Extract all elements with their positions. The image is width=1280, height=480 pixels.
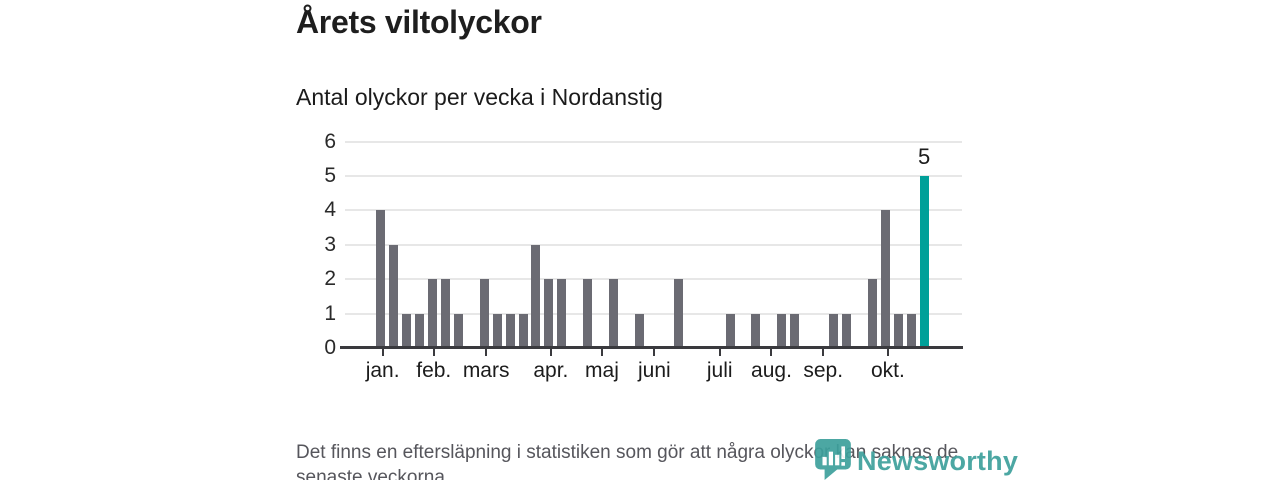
y-axis-tick-label: 0	[324, 336, 336, 359]
bar-week-28	[725, 313, 735, 348]
x-axis-tick	[718, 349, 721, 356]
bar-week-39	[867, 279, 877, 348]
x-axis-tick	[549, 349, 552, 356]
x-axis-tick	[886, 349, 889, 356]
x-axis-tick	[770, 349, 773, 356]
gridline-y2	[345, 278, 962, 281]
bar-week-43-highlight	[919, 176, 929, 348]
bar-week-5	[427, 279, 437, 348]
chart-subtitle: Antal olyckor per vecka i Nordanstig	[296, 84, 663, 110]
bar-week-11	[505, 313, 515, 348]
x-axis-month-label: aug.	[751, 359, 792, 382]
x-axis-month-label: mars	[462, 359, 510, 382]
x-axis-tick	[600, 349, 603, 356]
bar-week-9	[479, 279, 489, 348]
y-axis-tick-label: 5	[324, 164, 336, 187]
x-axis-tick	[432, 349, 435, 356]
y-axis-tick-label: 1	[324, 301, 336, 325]
bar-week-4	[415, 313, 425, 348]
bar-week-12	[518, 313, 528, 348]
x-axis-month-label: jan.	[365, 359, 400, 382]
bar-week-21	[635, 313, 644, 348]
page-title: Årets viltolyckor	[296, 4, 542, 40]
bar-week-17	[583, 279, 593, 348]
bar-week-36	[829, 313, 839, 348]
bar-week-37	[842, 313, 852, 348]
bar-week-33	[790, 313, 800, 348]
footer-note-line1: Det finns en eftersläpning i statistiken…	[296, 442, 959, 463]
bar-week-2	[389, 244, 399, 348]
newsworthy-logo: Newsworthy	[814, 438, 1018, 480]
newsworthy-pin-barchart-icon	[814, 438, 852, 480]
bar-week-7	[453, 313, 463, 348]
y-axis-tick-label: 6	[324, 129, 336, 153]
x-axis-tick	[381, 349, 384, 356]
bar-week-32	[777, 313, 787, 348]
bar-week-19	[609, 279, 619, 348]
x-axis-month-label: apr.	[533, 359, 569, 382]
gridline-y1	[345, 312, 962, 315]
x-axis-month-label: sep.	[803, 359, 844, 382]
bar-week-24	[673, 279, 683, 348]
x-axis-tick	[822, 349, 825, 356]
bar-week-15	[557, 279, 567, 348]
bar-week-6	[440, 279, 450, 348]
x-axis-line	[340, 346, 963, 349]
x-axis-tick	[485, 349, 488, 356]
bar-week-1	[376, 210, 386, 348]
newsworthy-wordmark: Newsworthy	[857, 446, 1019, 476]
gridline-y3	[345, 243, 962, 246]
highlight-bar-value-label: 5	[918, 144, 931, 169]
y-axis-tick-label: 4	[324, 198, 336, 222]
y-axis-tick-label: 2	[324, 267, 336, 291]
bar-week-40	[880, 210, 890, 348]
y-axis-tick-label: 3	[324, 232, 336, 256]
bar-week-30	[751, 313, 761, 348]
bar-week-41	[893, 313, 903, 348]
x-axis-month-label: feb.	[416, 359, 452, 382]
footer-note-line2: senaste veckorna.	[296, 467, 451, 480]
gridline-y4	[345, 209, 962, 212]
gridline-y6	[345, 140, 962, 143]
bar-week-13	[531, 244, 541, 348]
bar-week-14	[544, 279, 554, 348]
x-axis-month-label: juli	[706, 359, 733, 382]
x-axis-month-label: maj	[585, 359, 619, 382]
bar-week-3	[402, 313, 412, 348]
x-axis-month-label: okt.	[871, 359, 905, 382]
x-axis-tick	[653, 349, 656, 356]
bar-week-42	[906, 313, 916, 348]
x-axis-month-label: juni	[638, 359, 671, 382]
footer-note: Det finns en eftersläpning i statistiken…	[296, 440, 996, 480]
gridline-y5	[345, 175, 962, 177]
bar-week-10	[492, 313, 502, 348]
